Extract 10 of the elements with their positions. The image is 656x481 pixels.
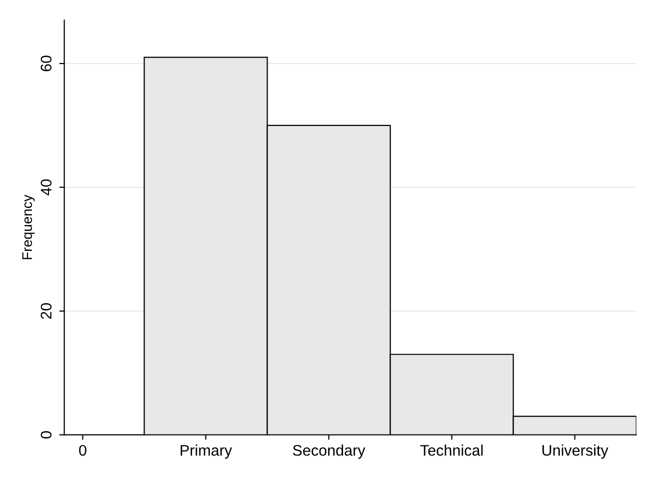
x-tick-label: University xyxy=(542,444,608,459)
y-axis-title: Frequency xyxy=(22,194,35,260)
y-tick-label: 0 xyxy=(40,431,52,438)
x-tick-label: 0 xyxy=(79,444,86,456)
x-tick-label: Technical xyxy=(420,444,483,456)
x-tick-label: Primary xyxy=(180,444,232,459)
y-tick-label: 60 xyxy=(40,56,52,72)
y-tick-label: 20 xyxy=(40,303,52,319)
x-tick-label: Secondary xyxy=(292,444,366,459)
y-tick-label: 40 xyxy=(40,179,52,196)
